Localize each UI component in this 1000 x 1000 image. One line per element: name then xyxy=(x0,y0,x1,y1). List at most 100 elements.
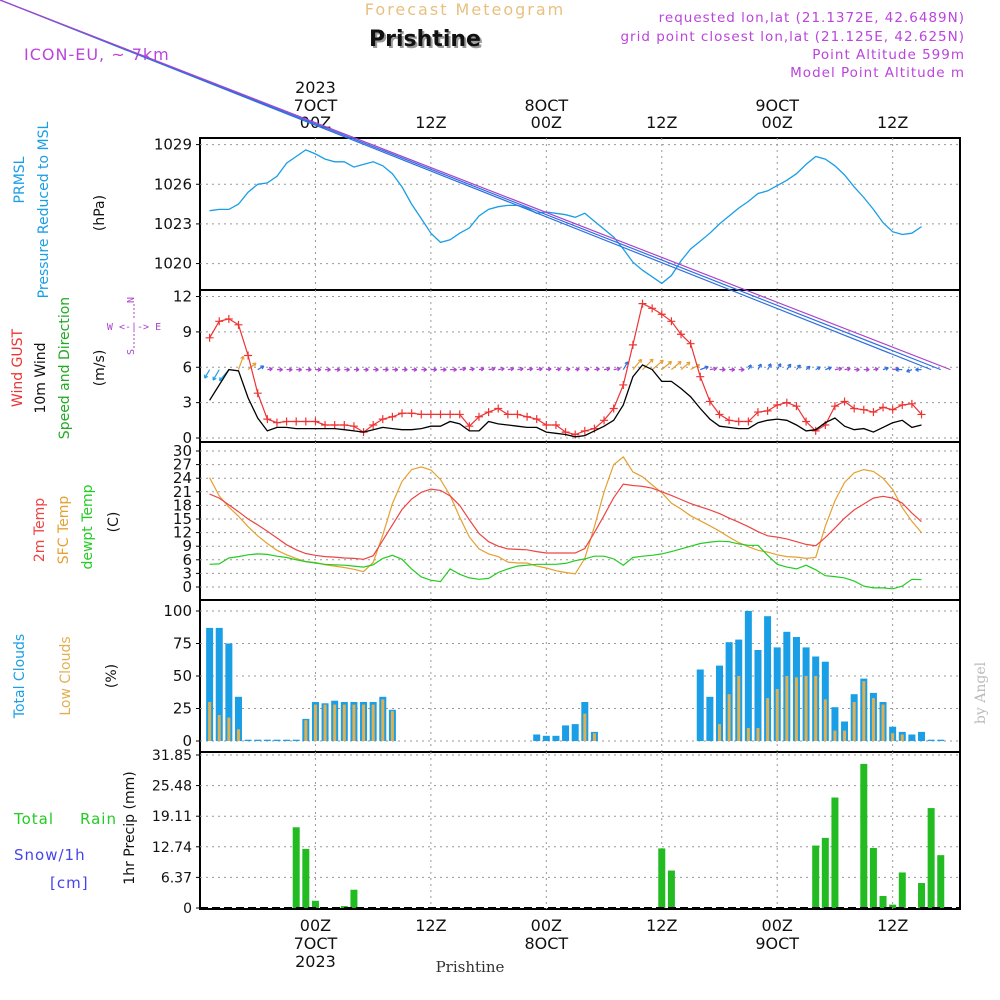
wind-arrow-head xyxy=(260,365,265,370)
gust-marker xyxy=(398,409,407,418)
sfc-temp-label: SFC Temp xyxy=(56,496,72,565)
wind-arrow-head xyxy=(204,374,209,379)
gust-marker xyxy=(369,421,378,430)
gust-marker xyxy=(205,333,214,342)
gust-marker xyxy=(580,426,589,435)
y-tick-label: 6 xyxy=(182,551,192,569)
precipitation-panel: 0 6.37 12.74 19.11 25.48 31.85 Total Rain Sno… xyxy=(13,748,961,917)
total-cloud-bar xyxy=(263,739,271,741)
gust-marker xyxy=(657,310,666,319)
dewpt-label: dewpt Temp xyxy=(80,484,96,569)
wind-arrow-head xyxy=(423,367,428,372)
wind-arrow-head xyxy=(519,366,524,372)
gust-marker xyxy=(513,410,522,419)
grid-point-coords: grid point closest lon,lat (21.125E, 42.… xyxy=(620,29,965,45)
wind-arrow-head xyxy=(212,376,217,381)
wind-arrow-shaft xyxy=(257,365,265,371)
compass-north: N xyxy=(126,297,137,303)
gust-marker xyxy=(484,408,493,417)
wind-arrow-head xyxy=(616,366,621,372)
pressure-y-ticks: 1020 1023 1026 1029 xyxy=(154,136,200,273)
wind-arrow-head xyxy=(846,366,851,372)
gust-label: Wind GUST xyxy=(10,328,26,407)
precipitation-frame xyxy=(199,751,961,910)
wind-arrow-head xyxy=(470,366,475,372)
gust-marker xyxy=(224,314,233,323)
top-axis-hour: 12Z xyxy=(415,113,446,132)
wind-arrow-head xyxy=(915,367,919,372)
wind-arrow-shaft xyxy=(642,358,654,371)
wind-arrow-head xyxy=(327,367,331,372)
low-cloud-bar xyxy=(717,724,721,741)
model-name: ICON-EU, ~ 7km xyxy=(24,45,170,64)
precip-bar xyxy=(898,872,906,908)
wind-arrow-head xyxy=(317,367,322,372)
low-cloud-bar xyxy=(342,704,346,741)
total-clouds-label: Total Clouds xyxy=(12,634,28,719)
gust-marker xyxy=(802,417,811,426)
compass-east-west: W <-|-> E xyxy=(107,322,161,333)
y-tick-label: 15 xyxy=(173,510,192,528)
gust-marker xyxy=(619,380,628,389)
bottom-axis-hour: 00Z xyxy=(531,916,562,935)
low-cloud-bar xyxy=(804,676,808,741)
wind-unit: (m/s) xyxy=(92,350,108,387)
wind-arrow-head xyxy=(365,367,369,372)
bottom-axis-year: 2023 xyxy=(295,952,336,971)
total-cloud-bar xyxy=(542,735,550,741)
wind-arrow-shaft xyxy=(651,359,664,371)
gust-marker xyxy=(715,410,724,419)
wind-arrow-head xyxy=(827,366,832,371)
compass-rose: N S W <-|-> E xyxy=(107,297,161,355)
pressure-unit: (hPa) xyxy=(92,195,108,231)
low-cloud-bar xyxy=(785,676,789,741)
wind-arrow-head xyxy=(595,366,600,372)
wind-arrow-head xyxy=(547,366,552,372)
bottom-axis-date: 8OCT xyxy=(524,934,568,953)
top-axis-date: 7OCT xyxy=(294,96,338,115)
top-axis-hour: 12Z xyxy=(877,113,908,132)
gust-marker xyxy=(417,410,426,419)
gust-marker xyxy=(609,404,618,413)
precip-bar xyxy=(667,870,675,908)
top-axis-hour: 12Z xyxy=(646,113,677,132)
wind-panel: 0 3 6 9 12 Wind GUST 10m Wind Speed and Dire… xyxy=(0,0,961,447)
low-cloud-bar xyxy=(881,704,885,741)
gust-marker xyxy=(292,417,301,426)
y-tick-label: 19.11 xyxy=(152,809,192,825)
gust-marker xyxy=(455,410,464,419)
precip-bars xyxy=(292,763,945,908)
gust-marker xyxy=(811,426,820,435)
wind-arrow-head xyxy=(462,366,467,372)
gust-marker xyxy=(474,412,483,421)
wind-arrow-head xyxy=(279,367,283,372)
y-tick-label: 1026 xyxy=(154,175,192,193)
direction-label: Speed and Direction xyxy=(57,297,73,439)
y-tick-label: 0 xyxy=(183,901,192,917)
total-cloud-bar xyxy=(715,665,723,741)
wind-arrow-head xyxy=(677,360,682,366)
temperature-frame xyxy=(199,441,961,601)
wind-arrow-head xyxy=(740,367,745,372)
gust-marker xyxy=(696,372,705,381)
wind-arrow-head xyxy=(433,367,437,372)
wind-label: 10m Wind xyxy=(33,342,49,413)
low-cloud-bar xyxy=(352,704,356,741)
low-cloud-bar xyxy=(592,733,596,741)
wind-arrow-head xyxy=(637,358,643,363)
temperature-grid xyxy=(200,442,960,600)
total-cloud-bar xyxy=(696,669,704,741)
wind-frame xyxy=(199,289,961,443)
total-cloud-bar xyxy=(273,739,281,741)
wind-arrow-head xyxy=(884,366,889,371)
low-cloud-bar xyxy=(900,734,904,741)
gust-marker xyxy=(551,421,560,430)
low-cloud-bar xyxy=(304,720,308,741)
wind-arrow-head xyxy=(906,368,911,373)
low-cloud-bar xyxy=(217,715,221,741)
y-tick-label: 100 xyxy=(163,602,192,620)
wind-arrow-head xyxy=(500,366,505,372)
wind-arrow-head xyxy=(491,366,496,372)
